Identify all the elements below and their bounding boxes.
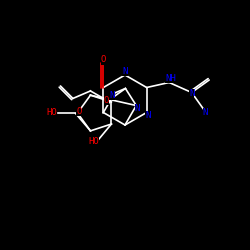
Text: N: N — [145, 110, 150, 120]
Text: HO: HO — [88, 137, 99, 146]
Text: N: N — [203, 108, 208, 117]
Text: O: O — [101, 56, 106, 64]
Text: N: N — [135, 104, 140, 112]
Text: O: O — [104, 96, 109, 106]
Text: N: N — [189, 89, 194, 98]
Text: N: N — [110, 91, 115, 100]
Text: N: N — [122, 67, 128, 76]
Text: HO: HO — [46, 108, 57, 116]
Text: O: O — [76, 107, 82, 116]
Text: NH: NH — [165, 74, 176, 83]
